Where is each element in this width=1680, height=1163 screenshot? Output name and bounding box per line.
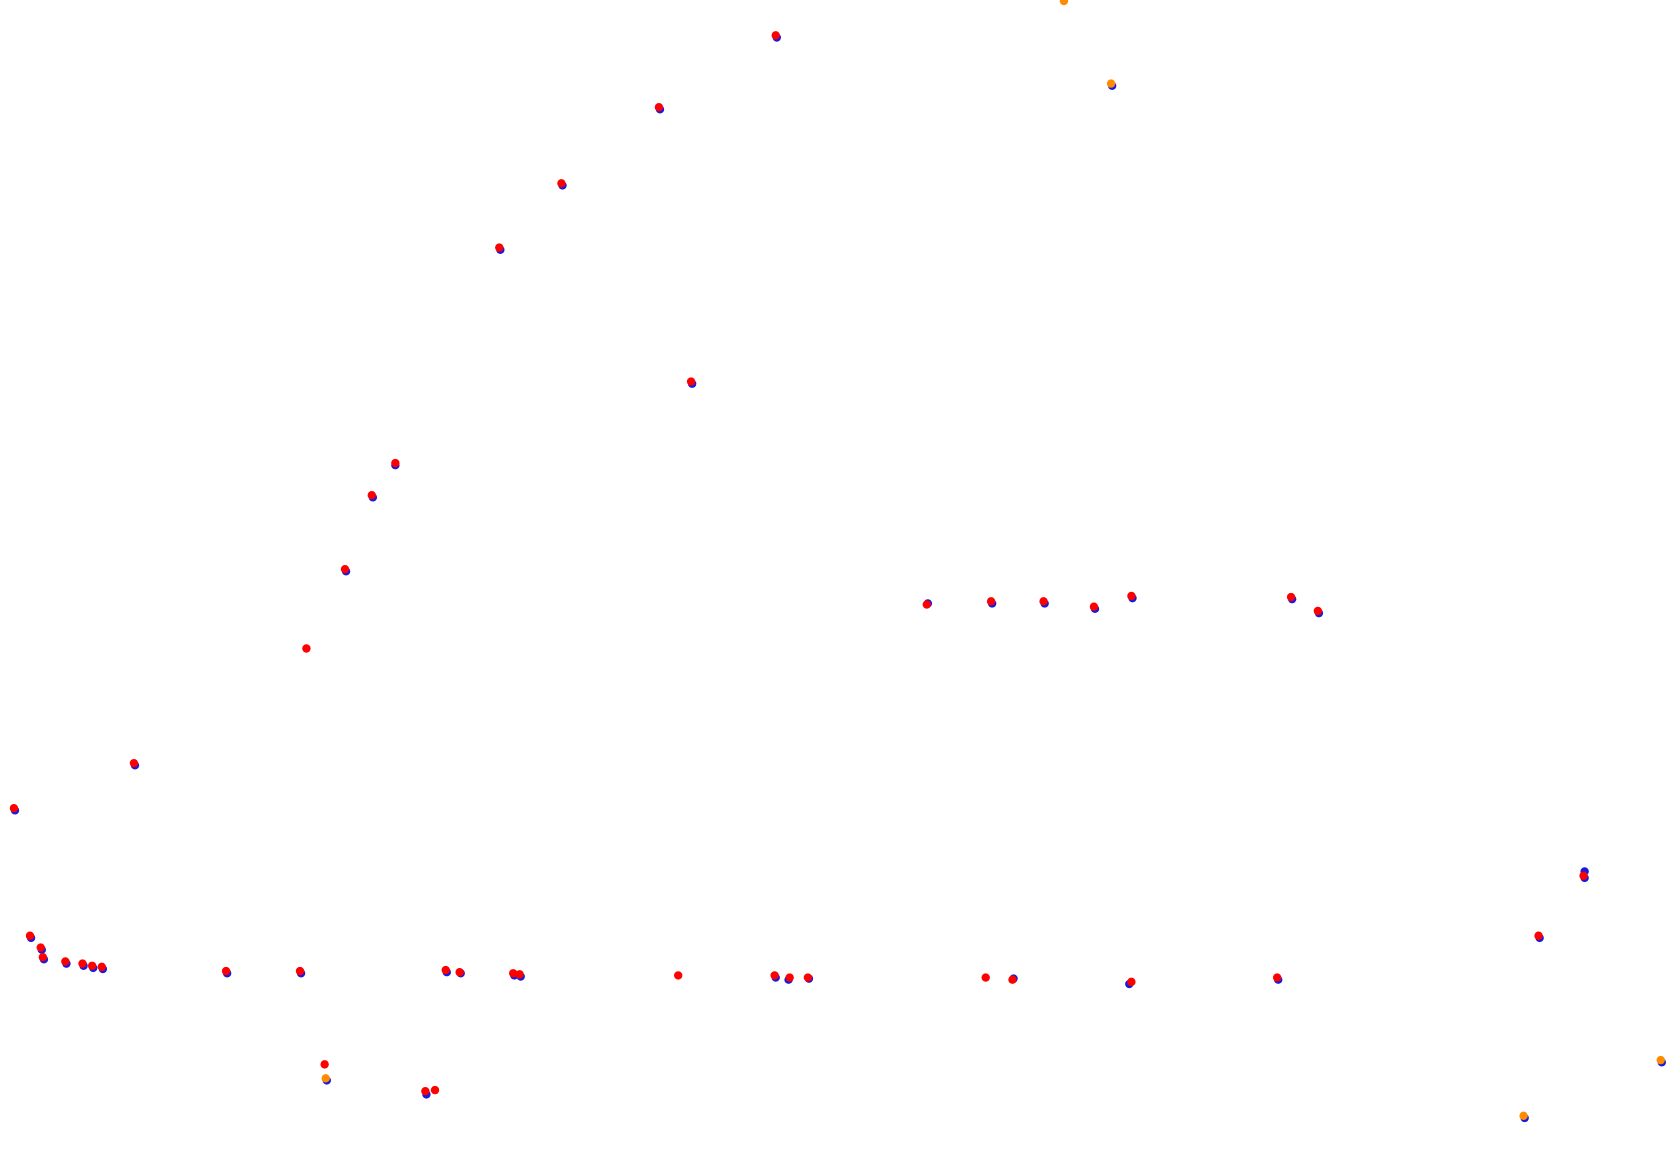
point <box>391 458 400 468</box>
point <box>441 965 450 975</box>
point <box>674 971 683 980</box>
point <box>340 564 350 574</box>
point <box>1656 1055 1665 1065</box>
point <box>36 943 45 952</box>
point <box>1106 79 1116 88</box>
point <box>321 1074 330 1083</box>
point <box>302 644 311 653</box>
point <box>922 600 931 609</box>
point <box>654 102 664 112</box>
point <box>515 970 524 979</box>
point <box>771 31 780 40</box>
point <box>38 952 48 962</box>
point <box>509 969 518 978</box>
point <box>1519 1111 1528 1121</box>
point <box>1534 931 1543 940</box>
point <box>421 1086 430 1096</box>
point <box>1579 871 1588 880</box>
point <box>1127 591 1136 601</box>
point <box>785 973 794 982</box>
point <box>455 968 464 977</box>
point <box>9 804 19 813</box>
point <box>803 973 813 982</box>
point <box>1008 975 1017 984</box>
point <box>770 971 779 980</box>
point <box>320 1060 329 1069</box>
point <box>87 961 97 970</box>
point <box>1089 602 1099 611</box>
point <box>1039 597 1048 606</box>
point <box>295 966 305 976</box>
point <box>557 179 566 188</box>
point <box>981 973 990 982</box>
point <box>1313 606 1323 616</box>
point <box>495 243 504 252</box>
point <box>1059 0 1069 6</box>
point <box>1127 977 1136 987</box>
point <box>97 962 106 972</box>
point <box>986 597 996 606</box>
point <box>78 959 87 968</box>
point <box>367 491 376 500</box>
point <box>1286 592 1296 602</box>
point <box>221 966 231 976</box>
point <box>686 377 696 386</box>
point <box>61 957 70 966</box>
point <box>1272 973 1282 982</box>
point <box>430 1085 440 1095</box>
point <box>129 758 139 768</box>
point <box>25 931 35 940</box>
